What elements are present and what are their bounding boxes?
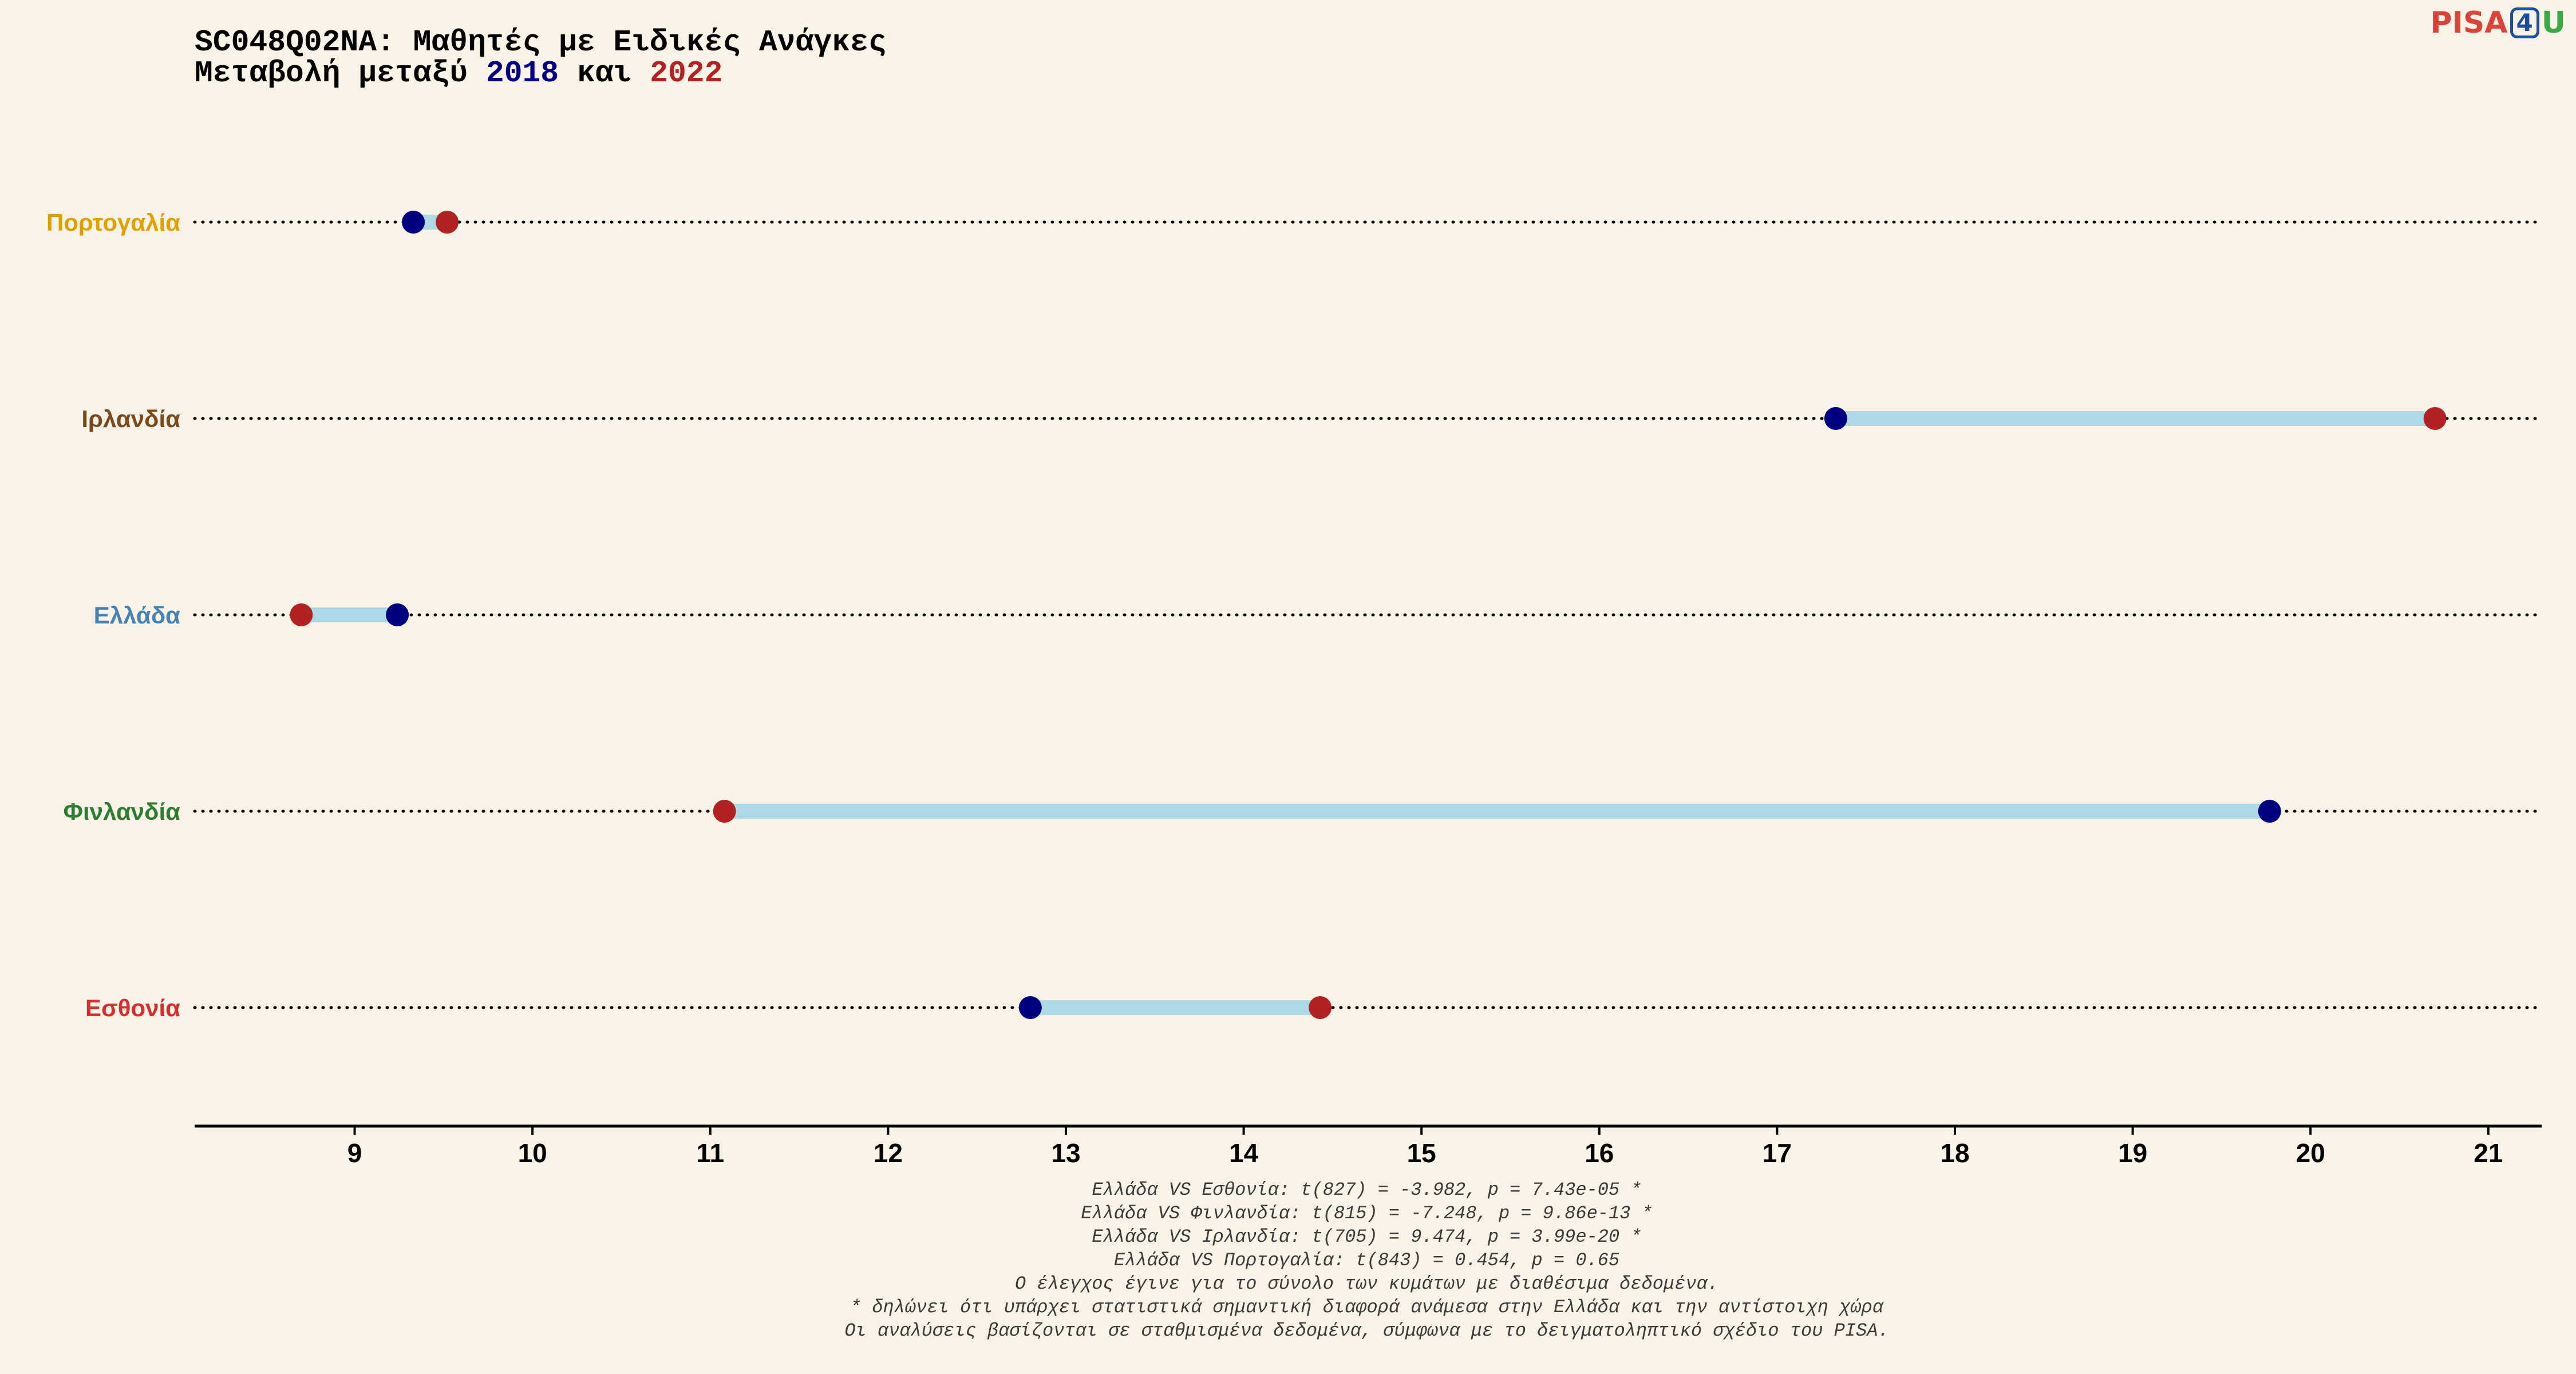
x-tick-label: 12 <box>874 1138 903 1168</box>
x-tick-label: 10 <box>518 1138 547 1168</box>
logo-text-pisa: PISA <box>2430 6 2508 40</box>
x-tick-label: 21 <box>2474 1138 2503 1168</box>
note-line: * δηλώνει ότι υπάρχει στατιστικά σημαντι… <box>850 1297 1884 1318</box>
note-line: Ελλάδα VS Πορτογαλία: t(843) = 0.454, p … <box>1113 1250 1620 1271</box>
point-2022 <box>2423 407 2447 430</box>
subtitle-year-2022: 2022 <box>650 56 723 90</box>
point-2018 <box>402 211 425 234</box>
logo-text-u: U <box>2541 6 2566 40</box>
x-tick-label: 17 <box>1763 1138 1792 1168</box>
point-2018 <box>386 603 409 626</box>
chart-subtitle: Μεταβολή μεταξύ 2018 και 2022 <box>195 58 722 89</box>
subtitle-year-2018: 2018 <box>485 56 559 90</box>
x-tick-label: 16 <box>1585 1138 1614 1168</box>
change-bars <box>301 215 2435 1015</box>
logo-text-4: 4 <box>2510 7 2539 39</box>
x-tick-label: 11 <box>696 1138 724 1168</box>
point-2022 <box>713 800 736 823</box>
subtitle-mid: και <box>559 56 650 90</box>
note-line: Ο έλεγχος έγινε για το σύνολο των κυμάτω… <box>1015 1273 1718 1294</box>
country-label: Φινλανδία <box>64 798 181 825</box>
x-tick-label: 13 <box>1051 1138 1080 1168</box>
point-2022 <box>290 603 313 626</box>
country-label: Εσθονία <box>85 994 180 1021</box>
x-tick-label: 20 <box>2296 1138 2325 1168</box>
note-line: Ελλάδα VS Εσθονία: t(827) = -3.982, p = … <box>1092 1179 1642 1201</box>
note-line: Ελλάδα VS Φινλανδία: t(815) = -7.248, p … <box>1081 1203 1653 1224</box>
pisa4u-logo: PISA 4 U <box>2430 6 2566 40</box>
country-label: Ελλάδα <box>94 602 181 629</box>
country-label: Ιρλανδία <box>81 405 180 432</box>
x-tick-label: 19 <box>2118 1138 2147 1168</box>
note-line: Ελλάδα VS Ιρλανδία: t(705) = 9.474, p = … <box>1092 1226 1642 1247</box>
statistical-notes: Ελλάδα VS Εσθονία: t(827) = -3.982, p = … <box>0 1178 2576 1343</box>
subtitle-prefix: Μεταβολή μεταξύ <box>195 56 486 90</box>
point-2022 <box>436 211 459 234</box>
x-axis: 9 10 11 12 13 14 15 16 17 18 19 20 21 <box>195 1124 2542 1168</box>
x-tick-label: 18 <box>1940 1138 1969 1168</box>
note-line: Οι αναλύσεις βασίζονται σε σταθμισμένα δ… <box>844 1320 1889 1341</box>
row-guides <box>193 220 2543 1009</box>
x-tick-label: 15 <box>1407 1138 1436 1168</box>
chart-title: SC048Q02NA: Μαθητές με Ειδικές Ανάγκες <box>195 25 887 60</box>
point-2018 <box>1824 407 1847 430</box>
point-2018 <box>1018 996 1042 1019</box>
country-label: Πορτογαλία <box>46 209 180 236</box>
point-2018 <box>2258 800 2281 823</box>
x-tick-label: 9 <box>347 1138 362 1168</box>
country-labels: Πορτογαλία Ιρλανδία Ελλάδα Φινλανδία Εσθονία <box>46 209 180 1021</box>
x-tick-label: 14 <box>1229 1138 1259 1168</box>
point-2022 <box>1309 996 1332 1019</box>
data-points <box>290 211 2447 1019</box>
